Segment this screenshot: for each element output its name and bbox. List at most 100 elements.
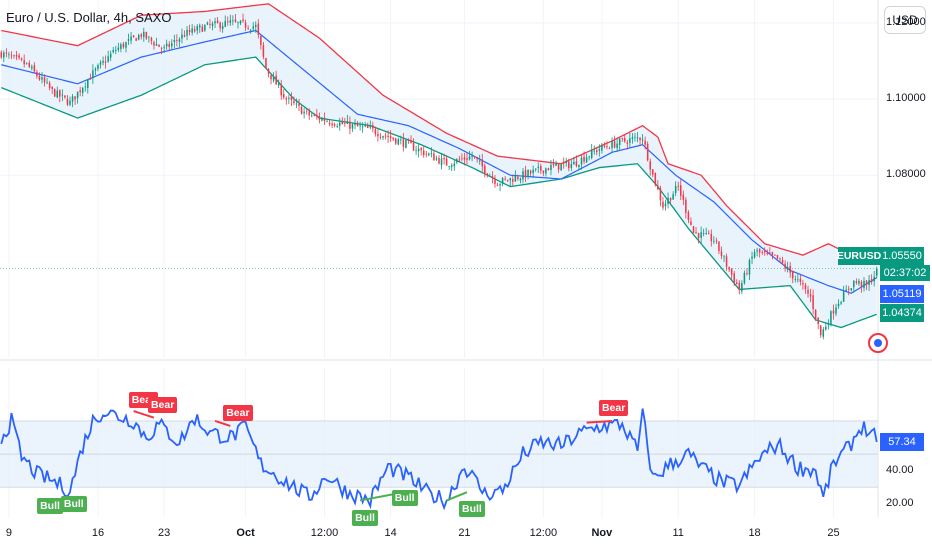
candle-body: [672, 194, 674, 200]
time-axis-tick: Nov: [591, 527, 613, 539]
candle-body: [794, 278, 797, 280]
divergence-line: [446, 491, 468, 502]
time-axis-tick: 25: [827, 527, 840, 539]
candle-body: [148, 36, 150, 38]
candle-body: [598, 149, 601, 151]
candle-body: [733, 273, 735, 283]
candle-body: [450, 165, 453, 168]
candle-body: [646, 143, 649, 161]
candle-body: [621, 138, 623, 140]
candle-body: [38, 76, 41, 80]
candle-body: [649, 161, 651, 170]
candle-body: [440, 158, 443, 166]
candle-body: [845, 289, 847, 291]
bollinger-basis-line: [1, 29, 878, 294]
candle-body: [618, 138, 621, 146]
candle-body: [92, 70, 94, 79]
candle-body: [697, 233, 700, 238]
rsi-value-tag: 57.34: [880, 432, 924, 451]
candle-body: [761, 252, 763, 253]
candle-body: [382, 136, 384, 138]
candle-body: [573, 161, 575, 165]
candle-body: [865, 280, 868, 285]
candle-body: [481, 159, 484, 167]
candle-body: [540, 165, 542, 171]
candle-body: [430, 153, 433, 155]
candle-body: [104, 61, 107, 63]
candle-body: [631, 137, 634, 139]
candle-body: [163, 47, 165, 48]
currency-button[interactable]: USD: [884, 6, 926, 34]
candle-body: [318, 116, 321, 120]
candle-body: [725, 256, 728, 267]
candle-body: [300, 106, 303, 115]
candle-body: [534, 168, 537, 170]
candle-body: [23, 60, 25, 65]
candle-body: [135, 38, 137, 41]
rsi-axis-tick: 40.00: [886, 463, 914, 476]
candle-body: [494, 178, 496, 184]
candle-body: [624, 138, 626, 142]
candle-body: [565, 161, 568, 163]
candle-body: [132, 35, 135, 37]
candle-body: [59, 90, 61, 97]
candle-body: [802, 282, 804, 285]
candle-body: [545, 168, 547, 174]
candle-body: [178, 39, 181, 42]
candle-body: [664, 203, 667, 207]
candle-body: [150, 37, 153, 41]
candle-body: [855, 281, 858, 283]
bar-countdown: 02:37:02: [880, 265, 930, 281]
candle-body: [249, 29, 252, 31]
candle-body: [336, 126, 338, 127]
candle-body: [814, 309, 817, 319]
candle-body: [74, 96, 76, 100]
candle-body: [588, 156, 590, 158]
candle-body: [155, 43, 158, 46]
candle-body: [606, 146, 608, 148]
candle-body: [117, 47, 120, 50]
candle-body: [863, 280, 865, 289]
candle-body: [590, 149, 593, 158]
candle-body: [634, 136, 636, 138]
candle-body: [639, 137, 641, 141]
candle-body: [522, 171, 524, 180]
candle-body: [456, 159, 458, 163]
candle-body: [239, 20, 242, 24]
price-tag: 1.05119: [880, 285, 924, 303]
bollinger-upper-line: [1, 3, 877, 256]
candle-body: [868, 279, 870, 286]
candle-body: [61, 94, 64, 96]
candle-body: [552, 164, 555, 166]
candle-body: [107, 56, 109, 62]
candle-body: [5, 52, 8, 54]
candle-body: [186, 29, 188, 36]
candle-body: [445, 158, 448, 166]
tradingview-logo-icon[interactable]: [868, 333, 888, 353]
candle-body: [809, 294, 812, 297]
candle-body: [448, 166, 450, 167]
candle-body: [333, 124, 336, 126]
candle-body: [356, 122, 359, 127]
candle-body: [769, 252, 771, 254]
candle-body: [748, 260, 751, 275]
candle-body: [781, 260, 784, 264]
candle-body: [825, 326, 827, 330]
candle-body: [410, 140, 412, 144]
candle-body: [20, 58, 23, 60]
candle-body: [453, 163, 456, 167]
candle-body: [277, 83, 280, 86]
candle-body: [405, 139, 407, 149]
candle-body: [351, 124, 354, 129]
candle-body: [305, 110, 308, 112]
candle-body: [763, 251, 766, 253]
candle-body: [723, 256, 725, 258]
time-axis-tick: 12:00: [310, 527, 339, 539]
candle-body: [680, 185, 682, 196]
candle-body: [804, 285, 807, 289]
candle-body: [527, 169, 529, 177]
candle-body: [79, 90, 81, 93]
candle-body: [830, 311, 832, 325]
candle-body: [560, 164, 562, 171]
